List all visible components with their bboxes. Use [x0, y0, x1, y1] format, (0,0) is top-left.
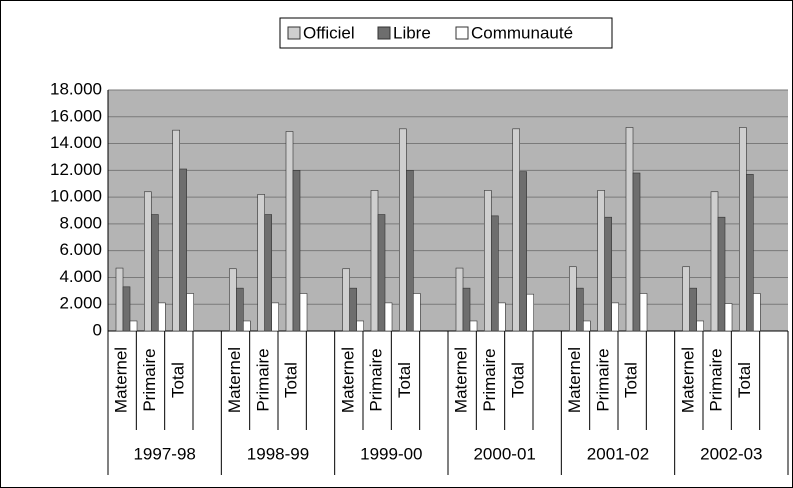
- bar: [236, 287, 244, 332]
- legend-swatch: [455, 26, 469, 40]
- x-tick-label: Total: [508, 362, 527, 398]
- x-tick-label: Primaire: [593, 348, 612, 411]
- group-label: 1999-00: [360, 444, 422, 463]
- bar: [512, 128, 520, 332]
- x-tick-label: Maternel: [338, 347, 357, 413]
- bar: [753, 293, 761, 332]
- x-tick-label: Maternel: [112, 347, 131, 413]
- legend-label: Communauté: [471, 23, 573, 42]
- bar: [689, 287, 697, 332]
- bar: [569, 266, 577, 332]
- bar: [257, 194, 265, 332]
- y-tick-label: 0: [93, 320, 102, 339]
- bar: [229, 268, 237, 332]
- x-tick-label: Primaire: [707, 348, 726, 411]
- bar: [491, 215, 499, 332]
- bar: [576, 287, 584, 332]
- bar: [498, 302, 506, 332]
- bar: [271, 302, 279, 332]
- x-tick-label: Primaire: [367, 348, 386, 411]
- bar: [682, 266, 690, 332]
- bar: [342, 268, 350, 332]
- x-tick-label: Maternel: [452, 347, 471, 413]
- y-tick-label: 18.000: [50, 79, 102, 98]
- bar: [264, 214, 272, 332]
- bar: [285, 131, 294, 332]
- legend-box: [279, 17, 613, 49]
- legend-label: Officiel: [303, 23, 355, 42]
- x-tick-label: Primaire: [480, 348, 499, 411]
- bar: [455, 267, 464, 332]
- bar: [597, 190, 605, 332]
- bar: [724, 303, 733, 332]
- y-tick-label: 16.000: [50, 106, 102, 125]
- bar: [484, 190, 492, 332]
- bar: [469, 320, 478, 332]
- x-tick-label: Total: [395, 362, 414, 398]
- x-tick-label: Total: [735, 362, 754, 398]
- bar: [292, 170, 301, 332]
- group-label: 2002-03: [700, 444, 762, 463]
- bar: [519, 171, 527, 332]
- bar: [356, 320, 364, 332]
- bar: [462, 287, 471, 332]
- bar: [399, 128, 407, 332]
- group-label: 1998-99: [247, 444, 309, 463]
- bar: [186, 293, 194, 332]
- x-tick-label: Maternel: [678, 347, 697, 413]
- bar: [299, 293, 308, 332]
- bar: [151, 214, 159, 332]
- bar: [639, 293, 648, 332]
- bar: [349, 287, 357, 332]
- legend-swatch: [287, 26, 301, 40]
- bar: [129, 320, 138, 332]
- y-tick-label: 12.000: [50, 160, 102, 179]
- bar: [115, 267, 124, 332]
- bar: [739, 127, 747, 332]
- y-tick-label: 10.000: [50, 187, 102, 206]
- x-tick-label: Primaire: [140, 348, 159, 411]
- y-tick-label: 8.000: [59, 213, 102, 232]
- bar: [583, 320, 591, 332]
- bar: [632, 172, 641, 332]
- legend-swatch: [377, 26, 391, 40]
- bar: [717, 216, 726, 332]
- bar: [158, 302, 166, 332]
- legend-label: Libre: [393, 23, 431, 42]
- y-tick-label: 14.000: [50, 133, 102, 152]
- bar: [370, 190, 379, 332]
- bar: [377, 214, 386, 332]
- bar: [710, 191, 719, 332]
- bar: [172, 129, 180, 332]
- y-tick-label: 6.000: [59, 240, 102, 259]
- x-tick-label: Total: [282, 362, 301, 398]
- bar: [413, 293, 421, 332]
- bar: [526, 293, 534, 332]
- bar: [144, 191, 152, 332]
- x-tick-label: Maternel: [225, 347, 244, 413]
- bar: [696, 320, 704, 332]
- x-tick-label: Primaire: [253, 348, 272, 411]
- x-tick-label: Maternel: [565, 347, 584, 413]
- bar: [604, 216, 612, 332]
- group-label: 2000-01: [473, 444, 535, 463]
- x-tick-label: Total: [168, 362, 187, 398]
- bar: [243, 320, 251, 332]
- bar: [611, 302, 619, 332]
- bar: [179, 168, 187, 332]
- plot-area: [108, 90, 788, 331]
- bar: [384, 302, 393, 332]
- y-tick-label: 2.000: [59, 294, 102, 313]
- group-label: 1997-98: [133, 444, 195, 463]
- y-tick-label: 4.000: [59, 267, 102, 286]
- bar: [406, 170, 414, 332]
- x-tick-label: Total: [622, 362, 641, 398]
- group-label: 2001-02: [587, 444, 649, 463]
- bar: [122, 286, 131, 332]
- bar: [625, 127, 634, 332]
- bar: [746, 174, 754, 332]
